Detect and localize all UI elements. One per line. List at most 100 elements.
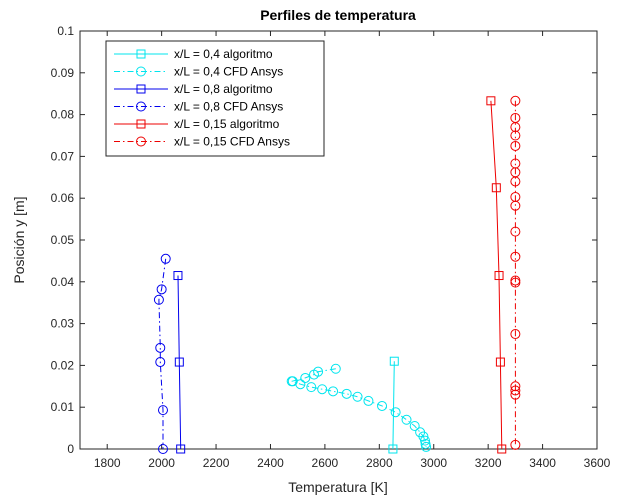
data-point <box>157 405 168 416</box>
data-point <box>420 435 431 446</box>
x-tick-label: 3400 <box>529 456 556 470</box>
data-point <box>352 391 363 402</box>
legend-marker <box>136 84 146 94</box>
axis-ticks: 1800 2000 2200 2400 2600 2800 3000 3200 3400 3600… <box>51 24 611 470</box>
series-5 <box>510 95 521 450</box>
y-tick-label: 0.05 <box>51 233 75 247</box>
data-point <box>510 251 521 262</box>
data-point <box>510 130 521 141</box>
data-point <box>156 284 167 295</box>
y-axis-label: Posición y [m] <box>11 196 27 283</box>
x-tick-label: 2000 <box>148 456 175 470</box>
legend-item: x/L = 0,4 algoritmo <box>114 47 273 61</box>
data-point <box>510 122 521 133</box>
y-tick-label: 0.01 <box>51 400 75 414</box>
data-point <box>300 372 311 383</box>
y-tick-label: 0.07 <box>51 149 75 163</box>
data-point <box>510 277 521 288</box>
legend-marker <box>136 49 146 59</box>
data-point <box>510 95 521 106</box>
data-point <box>377 400 388 411</box>
series-line <box>158 258 167 449</box>
y-tick-label: 0.08 <box>51 108 75 122</box>
data-point <box>510 389 521 400</box>
data-point <box>155 342 166 353</box>
data-point <box>510 381 521 392</box>
series-line <box>490 100 503 450</box>
data-point <box>497 444 507 454</box>
legend-label: x/L = 0,15 CFD Ansys <box>174 135 290 149</box>
data-point <box>494 271 504 281</box>
y-tick-label: 0.03 <box>51 317 75 331</box>
data-point <box>510 176 521 187</box>
data-point <box>409 421 420 432</box>
x-tick-label: 3200 <box>475 456 502 470</box>
x-tick-label: 2800 <box>366 456 393 470</box>
data-point <box>389 356 399 366</box>
y-tick-label: 0.06 <box>51 191 75 205</box>
series-0 <box>388 356 399 454</box>
y-tick-label: 0 <box>67 442 74 456</box>
data-point <box>491 183 501 193</box>
legend-label: x/L = 0,4 algoritmo <box>174 47 273 61</box>
data-point <box>173 271 183 281</box>
legend-label: x/L = 0,8 algoritmo <box>174 82 273 96</box>
data-point <box>153 294 164 305</box>
x-tick-label: 2400 <box>257 456 284 470</box>
data-point <box>510 439 521 450</box>
series-3 <box>153 253 171 454</box>
data-point <box>176 444 186 454</box>
y-tick-label: 0.1 <box>57 24 74 38</box>
legend-box <box>105 40 325 157</box>
data-point <box>341 388 352 399</box>
series-4 <box>486 96 507 454</box>
y-tick-label: 0.04 <box>51 275 75 289</box>
data-point <box>390 407 401 418</box>
data-point <box>418 431 429 442</box>
series-line <box>291 368 427 447</box>
data-point <box>295 379 306 390</box>
x-tick-label: 2600 <box>312 456 339 470</box>
x-tick-label: 1800 <box>94 456 121 470</box>
data-point <box>155 357 166 368</box>
legend-marker <box>136 119 146 129</box>
legend-label: x/L = 0,8 CFD Ansys <box>174 100 283 114</box>
legend-item: x/L = 0,8 CFD Ansys <box>114 100 283 114</box>
data-point <box>306 382 317 393</box>
data-point <box>330 363 341 374</box>
legend-item: x/L = 0,15 CFD Ansys <box>114 135 290 149</box>
legend-item: x/L = 0,8 algoritmo <box>114 82 273 96</box>
series-1 <box>286 363 432 452</box>
data-point <box>401 414 412 425</box>
data-point <box>157 444 168 454</box>
legend-marker <box>136 101 146 112</box>
legend-item: x/L = 0,15 algoritmo <box>114 117 280 131</box>
y-tick-label: 0.02 <box>51 358 75 372</box>
data-point <box>510 385 521 396</box>
legend-label: x/L = 0,4 CFD Ansys <box>174 65 283 79</box>
chart-title: Perfiles de temperatura <box>260 7 416 23</box>
data-point <box>309 369 320 380</box>
series-line <box>177 275 182 450</box>
legend: x/L = 0,4 algoritmo x/L = 0,4 CFD Ansys x/… <box>105 40 325 157</box>
data-point <box>495 357 505 367</box>
data-point <box>328 386 339 397</box>
data-point <box>510 226 521 237</box>
data-point <box>510 329 521 340</box>
series-line <box>392 361 395 450</box>
data-point <box>510 200 521 211</box>
data-point <box>486 96 496 106</box>
data-point <box>317 384 328 395</box>
x-axis-label: Temperatura [K] <box>288 479 388 495</box>
legend-marker <box>136 136 146 147</box>
data-point <box>421 441 432 452</box>
legend-label: x/L = 0,15 algoritmo <box>174 117 280 131</box>
series-2 <box>173 271 186 454</box>
data-point <box>388 444 398 454</box>
data-point <box>510 140 521 151</box>
x-tick-label: 3600 <box>584 456 611 470</box>
legend-marker <box>136 66 146 77</box>
data-point <box>174 357 184 367</box>
data-series <box>153 95 521 454</box>
